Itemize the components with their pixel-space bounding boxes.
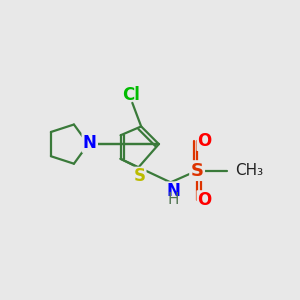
Text: H: H bbox=[168, 192, 179, 207]
Text: O: O bbox=[197, 132, 212, 150]
Text: O: O bbox=[197, 191, 212, 209]
Text: N: N bbox=[83, 134, 97, 152]
Text: N: N bbox=[83, 134, 97, 152]
Text: Cl: Cl bbox=[122, 86, 140, 104]
Text: CH₃: CH₃ bbox=[236, 163, 263, 178]
Text: S: S bbox=[134, 167, 146, 185]
Text: N: N bbox=[167, 182, 181, 200]
Text: S: S bbox=[190, 162, 204, 180]
